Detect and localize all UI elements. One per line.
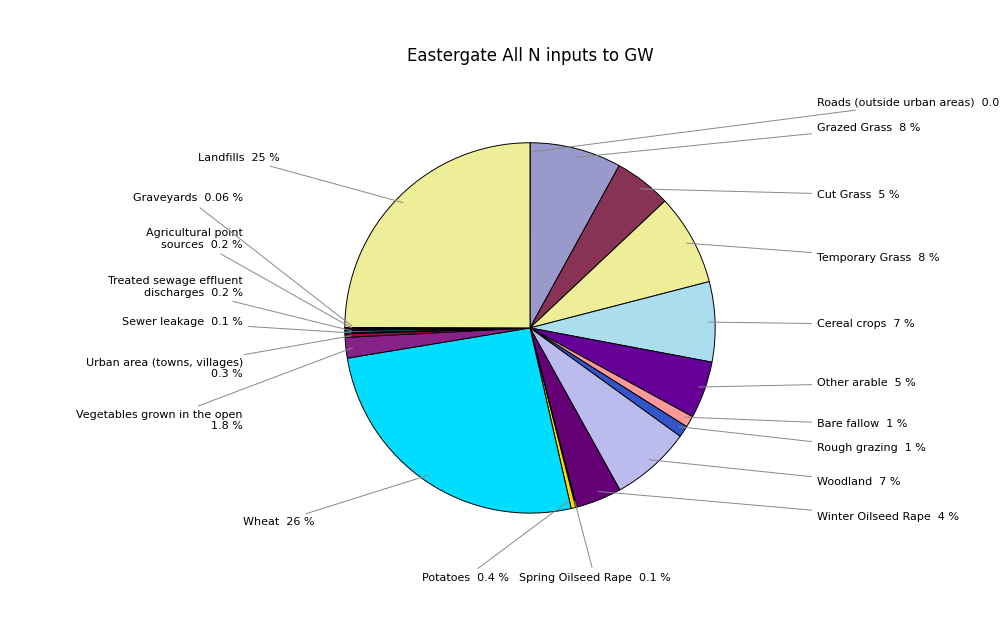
Text: Winter Oilseed Rape  4 %: Winter Oilseed Rape 4 % (598, 491, 959, 522)
Text: Graveyards  0.06 %: Graveyards 0.06 % (133, 194, 352, 326)
Wedge shape (345, 328, 530, 358)
Wedge shape (345, 143, 530, 328)
Text: Spring Oilseed Rape  0.1 %: Spring Oilseed Rape 0.1 % (519, 501, 671, 583)
Wedge shape (347, 328, 571, 513)
Text: Sewer leakage  0.1 %: Sewer leakage 0.1 % (122, 318, 351, 333)
Text: Roads (outside urban areas)  0.01 %: Roads (outside urban areas) 0.01 % (533, 97, 1000, 152)
Wedge shape (530, 328, 577, 507)
Text: Agricultural point
sources  0.2 %: Agricultural point sources 0.2 % (146, 228, 352, 328)
Wedge shape (345, 328, 530, 333)
Wedge shape (345, 328, 530, 331)
Wedge shape (345, 328, 530, 334)
Text: Bare fallow  1 %: Bare fallow 1 % (684, 417, 907, 430)
Wedge shape (530, 166, 665, 328)
Text: Cut Grass  5 %: Cut Grass 5 % (641, 189, 900, 199)
Text: Woodland  7 %: Woodland 7 % (650, 460, 901, 487)
Wedge shape (530, 143, 619, 328)
Wedge shape (530, 328, 712, 417)
Wedge shape (530, 201, 709, 328)
Wedge shape (530, 328, 680, 490)
Text: Rough grazing  1 %: Rough grazing 1 % (679, 427, 926, 453)
Wedge shape (345, 328, 530, 338)
Text: Cereal crops  7 %: Cereal crops 7 % (709, 319, 915, 329)
Text: Landfills  25 %: Landfills 25 % (198, 152, 403, 203)
Wedge shape (530, 282, 715, 362)
Text: Vegetables grown in the open
1.8 %: Vegetables grown in the open 1.8 % (76, 348, 352, 431)
Wedge shape (530, 328, 687, 437)
Text: Other arable  5 %: Other arable 5 % (698, 379, 916, 388)
Text: Wheat  26 %: Wheat 26 % (243, 475, 429, 527)
Wedge shape (530, 328, 576, 509)
Wedge shape (345, 327, 530, 328)
Text: Urban area (towns, villages)
0.3 %: Urban area (towns, villages) 0.3 % (86, 336, 351, 379)
Title: Eastergate All N inputs to GW: Eastergate All N inputs to GW (407, 48, 653, 65)
Text: Temporary Grass  8 %: Temporary Grass 8 % (687, 243, 940, 262)
Wedge shape (530, 328, 693, 427)
Text: Potatoes  0.4 %: Potatoes 0.4 % (422, 501, 569, 583)
Text: Treated sewage effluent
discharges  0.2 %: Treated sewage effluent discharges 0.2 % (108, 276, 351, 331)
Text: Grazed Grass  8 %: Grazed Grass 8 % (577, 123, 920, 158)
Wedge shape (530, 328, 620, 507)
